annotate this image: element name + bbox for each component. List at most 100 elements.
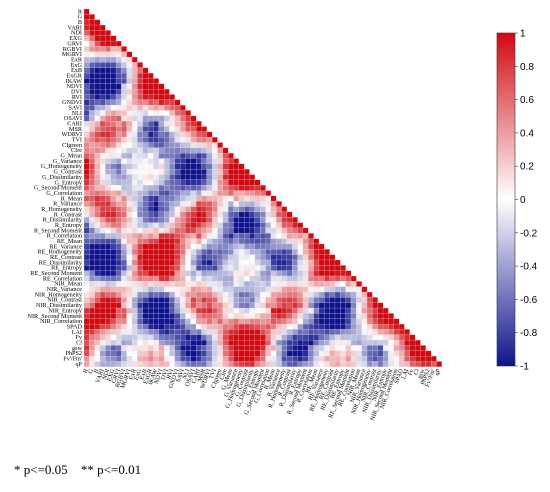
heatmap-cell — [196, 254, 202, 261]
heatmap-cell — [147, 147, 154, 154]
heatmap-cell — [244, 265, 250, 271]
heatmap-cell — [206, 222, 213, 229]
heatmap-cell — [153, 190, 159, 197]
heatmap-cell — [185, 137, 191, 143]
colorbar-tick-label: 0 — [520, 195, 526, 206]
heatmap-cell — [147, 254, 154, 261]
heatmap-cell — [265, 243, 272, 250]
heatmap-cell — [137, 105, 143, 111]
heatmap-cell — [222, 233, 229, 239]
heatmap-cell — [153, 350, 159, 357]
heatmap-cell — [382, 334, 389, 341]
heatmap-cell — [233, 270, 240, 277]
heatmap-cell — [190, 217, 197, 223]
heatmap-cell — [308, 356, 314, 362]
heatmap-cell — [83, 147, 90, 154]
heatmap-cell — [201, 142, 207, 148]
heatmap-cell — [356, 307, 362, 314]
heatmap-cell — [308, 350, 314, 357]
heatmap-cell — [158, 158, 165, 165]
heatmap-cell — [212, 281, 218, 287]
heatmap-cell — [249, 329, 256, 335]
heatmap-cell — [94, 238, 101, 245]
heatmap-cell — [308, 313, 314, 319]
heatmap-cell — [212, 137, 218, 143]
heatmap-cell — [185, 233, 191, 239]
heatmap-cell — [158, 249, 165, 255]
heatmap-cell — [382, 356, 389, 362]
heatmap-cell — [244, 190, 250, 197]
heatmap-cell — [222, 302, 229, 309]
heatmap-cell — [83, 62, 90, 68]
heatmap-cell — [361, 297, 368, 303]
heatmap-cell — [94, 291, 101, 298]
heatmap-cell — [121, 121, 127, 127]
heatmap-cell — [99, 185, 106, 191]
heatmap-cell — [276, 291, 282, 298]
heatmap-cell — [297, 233, 304, 239]
heatmap-cell — [153, 94, 159, 100]
heatmap-cell — [89, 51, 95, 58]
heatmap-cell — [228, 249, 234, 255]
heatmap-cell — [324, 356, 330, 362]
heatmap-cell — [164, 137, 170, 143]
heatmap-cell — [110, 142, 117, 148]
heatmap-cell — [169, 142, 175, 148]
heatmap-cell — [94, 307, 101, 314]
heatmap-cell — [318, 334, 325, 341]
heatmap-cell — [131, 179, 138, 186]
heatmap-cell — [276, 254, 282, 261]
heatmap-cell — [126, 99, 133, 106]
heatmap-cell — [414, 356, 421, 362]
heatmap-cell — [350, 313, 357, 319]
heatmap-cell — [126, 222, 133, 229]
heatmap-cell — [244, 297, 250, 303]
heatmap-cell — [180, 153, 186, 159]
heatmap-cell — [366, 339, 373, 346]
heatmap-cell — [201, 169, 207, 175]
heatmap-cell — [297, 265, 304, 271]
heatmap-cell — [212, 163, 218, 170]
heatmap-cell — [345, 361, 352, 367]
heatmap-cell — [164, 147, 170, 154]
heatmap-cells — [83, 8, 442, 367]
heatmap-cell — [131, 163, 138, 170]
heatmap-cell — [153, 323, 159, 330]
heatmap-cell — [206, 265, 213, 271]
heatmap-cell — [115, 217, 122, 223]
heatmap-cell — [147, 249, 154, 255]
heatmap-cell — [99, 40, 106, 47]
heatmap-cell — [126, 67, 133, 74]
heatmap-cell — [99, 286, 106, 293]
heatmap-cell — [147, 286, 154, 293]
heatmap-cell — [254, 217, 261, 223]
heatmap-cell — [345, 318, 352, 325]
heatmap-cell — [222, 291, 229, 298]
heatmap-cell — [131, 99, 138, 106]
heatmap-cell — [233, 243, 240, 250]
heatmap-cell — [404, 329, 410, 335]
heatmap-cell — [110, 137, 117, 143]
colorbar — [496, 32, 516, 367]
heatmap-cell — [110, 361, 117, 367]
heatmap-cell — [244, 217, 250, 223]
heatmap-cell — [340, 297, 346, 303]
heatmap-cell — [228, 206, 234, 213]
heatmap-cell — [105, 297, 111, 303]
heatmap-cell — [260, 350, 266, 357]
heatmap-cell — [201, 233, 207, 239]
heatmap-cell — [94, 249, 101, 255]
heatmap-cell — [297, 227, 304, 234]
heatmap-cell — [174, 131, 181, 138]
heatmap-cell — [286, 211, 293, 218]
heatmap-cell — [83, 291, 90, 298]
heatmap-cell — [286, 249, 293, 255]
heatmap-cell — [180, 142, 186, 148]
heatmap-cell — [302, 238, 309, 245]
heatmap-cell — [340, 286, 346, 293]
heatmap-cell — [254, 259, 261, 266]
heatmap-cell — [233, 254, 240, 261]
heatmap-cell — [99, 323, 106, 330]
heatmap-cell — [212, 169, 218, 175]
heatmap-cell — [174, 201, 181, 207]
